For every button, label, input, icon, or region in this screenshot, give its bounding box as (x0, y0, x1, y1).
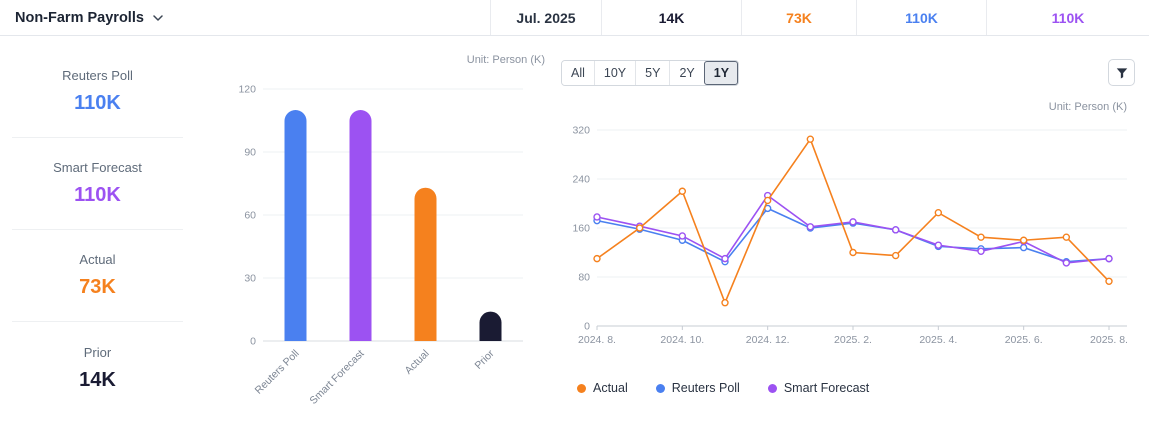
svg-text:60: 60 (244, 210, 256, 222)
legend-dot (655, 383, 665, 393)
svg-text:0: 0 (250, 336, 256, 348)
range-button-2y[interactable]: 2Y (669, 60, 704, 85)
stat-value: 14K (79, 368, 116, 391)
bar-actual: Actual (402, 187, 437, 377)
range-button-5y[interactable]: 5Y (635, 60, 670, 85)
y-axis: 0 30 60 90 120 (238, 84, 523, 348)
bar-reuters-poll: Reuters Poll (253, 110, 307, 397)
svg-text:160: 160 (572, 223, 590, 235)
stat-label: Prior (83, 344, 112, 360)
legend-item-reuters-poll[interactable]: Reuters Poll (655, 381, 740, 395)
svg-text:2024. 12.: 2024. 12. (746, 334, 790, 346)
stat-reuters-poll: Reuters Poll 110K (12, 46, 183, 138)
range-button-all[interactable]: All (562, 60, 594, 85)
svg-text:2024. 8.: 2024. 8. (578, 334, 616, 346)
main-content: Reuters Poll 110K Smart Forecast 110K Ac… (0, 36, 1149, 432)
bar-chart-panel: Unit: Person (K) 0 30 60 90 120 Reuters Poll S… (223, 36, 553, 432)
range-button-1y[interactable]: 1Y (703, 60, 739, 85)
bar-chart: 0 30 60 90 120 Reuters Poll Smart Forecast Actu… (223, 73, 553, 413)
legend-dot (767, 383, 777, 393)
stat-label: Actual (79, 252, 116, 267)
svg-text:2025. 4.: 2025. 4. (919, 334, 957, 346)
filter-icon (1115, 66, 1129, 80)
svg-text:320: 320 (572, 125, 590, 137)
legend-item-smart-forecast[interactable]: Smart Forecast (767, 381, 870, 395)
stat-value: 110K (74, 184, 121, 206)
indicator-title: Non-Farm Payrolls (15, 9, 144, 26)
svg-text:120: 120 (238, 84, 256, 96)
svg-text:Prior: Prior (472, 347, 497, 372)
stat-label: Smart Forecast (53, 160, 142, 175)
bar-prior: Prior (472, 311, 502, 372)
topbar-prior-value: 14K (601, 0, 741, 35)
svg-text:2024. 10.: 2024. 10. (660, 334, 704, 346)
legend-label: Reuters Poll (671, 381, 740, 395)
stat-value: 110K (74, 92, 121, 114)
bar-chart-svg: 0 30 60 90 120 Reuters Poll Smart Forecast Actu… (238, 84, 523, 407)
line-chart-panel: All 10Y 5Y 2Y 1Y Unit: Person (K) 0 80 160 240 3… (553, 36, 1149, 432)
indicator-dropdown[interactable]: Non-Farm Payrolls (0, 0, 490, 35)
svg-text:90: 90 (244, 147, 256, 159)
stat-value: 73K (79, 276, 116, 298)
legend-label: Actual (593, 381, 628, 395)
bar-chart-unit-label: Unit: Person (K) (466, 54, 545, 66)
series-actual (593, 135, 1113, 307)
stat-label: Reuters Poll (62, 68, 133, 83)
svg-text:30: 30 (244, 273, 256, 285)
svg-text:2025. 2.: 2025. 2. (834, 334, 872, 346)
svg-text:2025. 8.: 2025. 8. (1090, 334, 1128, 346)
y-axis: 0 80 160 240 320 (572, 125, 1127, 333)
svg-text:Actual: Actual (402, 348, 431, 377)
svg-text:80: 80 (578, 272, 590, 284)
stat-prior: Prior 14K (12, 322, 183, 414)
x-axis: 2024. 8. 2024. 10. 2024. 12. 2025. 2. 2025. … (578, 325, 1128, 346)
topbar-period: Jul. 2025 (490, 0, 601, 35)
legend-dot (577, 383, 586, 393)
time-range-selector: All 10Y 5Y 2Y 1Y (561, 59, 740, 86)
line-chart-toolbar: All 10Y 5Y 2Y 1Y (561, 58, 1135, 87)
topbar-actual-value: 73K (741, 0, 856, 35)
stat-actual: Actual 73K (12, 230, 183, 322)
svg-text:2025. 6.: 2025. 6. (1005, 334, 1043, 346)
topbar: Non-Farm Payrolls Jul. 2025 14K 73K 110K… (0, 0, 1149, 36)
chart-legend: Actual Reuters Poll Smart Forecast (561, 381, 1135, 395)
svg-text:240: 240 (572, 174, 590, 186)
stat-smart-forecast: Smart Forecast 110K (12, 138, 183, 230)
svg-text:0: 0 (584, 321, 590, 333)
chevron-down-icon (153, 14, 163, 21)
line-chart-unit-label: Unit: Person (K) (1048, 101, 1127, 113)
line-chart: 0 80 160 240 320 2024. 8. 2024. 10. 2024. 12. 20… (561, 118, 1135, 363)
svg-text:Smart Forecast: Smart Forecast (307, 348, 366, 407)
bar-smart-forecast: Smart Forecast (307, 110, 372, 407)
filter-button[interactable] (1108, 59, 1135, 86)
topbar-smart-forecast-value: 110K (986, 0, 1149, 35)
legend-label: Smart Forecast (783, 381, 870, 395)
topbar-reuters-poll-value: 110K (856, 0, 986, 35)
range-button-10y[interactable]: 10Y (593, 60, 636, 85)
stats-panel: Reuters Poll 110K Smart Forecast 110K Ac… (0, 36, 195, 432)
svg-text:Reuters Poll: Reuters Poll (253, 348, 302, 397)
legend-item-actual[interactable]: Actual (577, 381, 628, 395)
